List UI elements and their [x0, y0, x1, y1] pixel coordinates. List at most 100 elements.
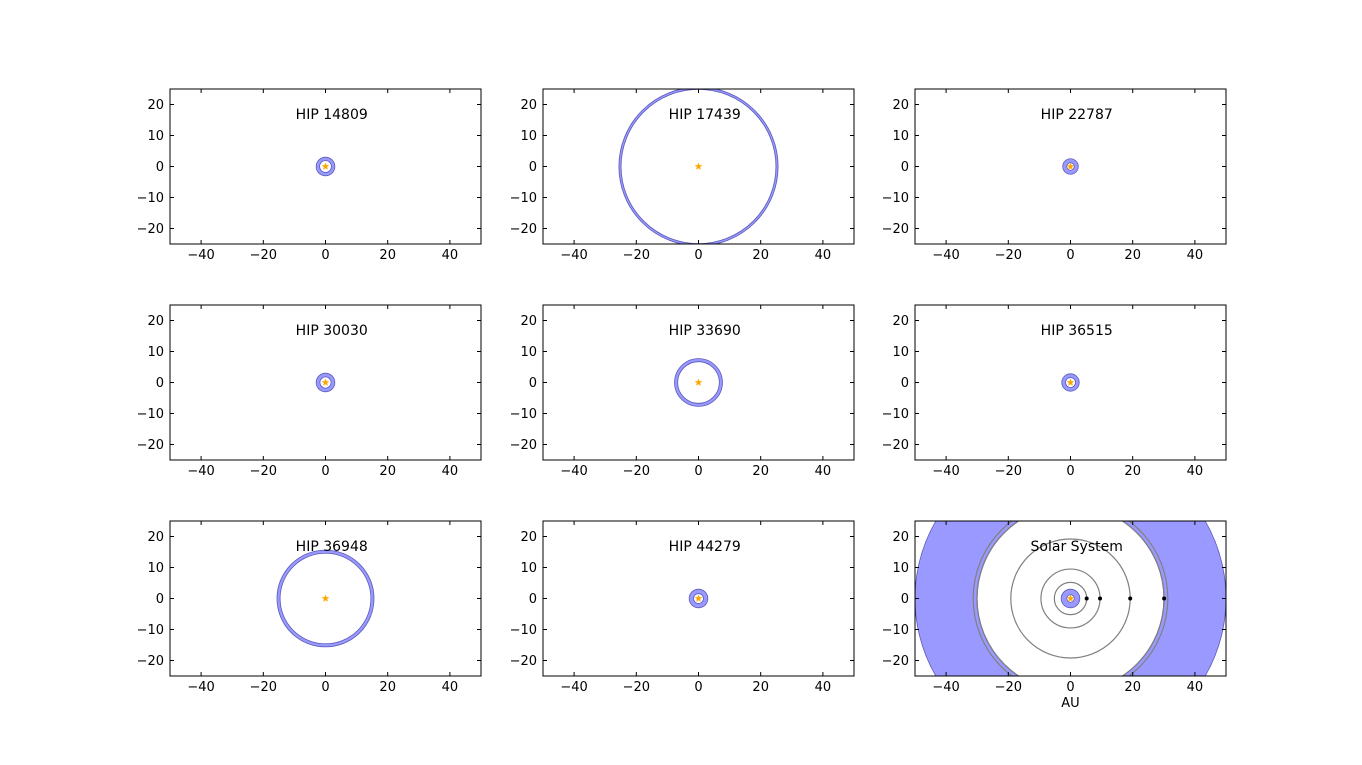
- x-tick-label: −40: [187, 464, 214, 479]
- x-tick-label: 20: [379, 680, 396, 695]
- x-tick-label: −40: [187, 248, 214, 263]
- x-tick-label: 40: [442, 464, 459, 479]
- x-tick-label: 40: [442, 248, 459, 263]
- habitable-zone-ring: [315, 156, 336, 177]
- x-axis-label: AU: [1061, 696, 1079, 711]
- y-tick-label: −10: [510, 623, 537, 638]
- x-tick-label: 40: [815, 680, 832, 695]
- y-tick-label: −20: [137, 438, 164, 453]
- y-tick-label: −20: [510, 222, 537, 237]
- x-tick-label: 20: [752, 680, 769, 695]
- y-tick-label: 0: [901, 160, 909, 175]
- star-marker: [694, 378, 703, 386]
- plot-area: [688, 588, 709, 609]
- x-tick-label: 20: [1124, 464, 1141, 479]
- planet-marker: [1098, 596, 1103, 601]
- plot-area: [674, 358, 723, 407]
- x-tick-label: −20: [623, 464, 650, 479]
- x-tick-label: 40: [1187, 464, 1204, 479]
- y-tick-label: −20: [882, 654, 909, 669]
- y-tick-label: 10: [520, 129, 537, 144]
- x-tick-label: 40: [442, 680, 459, 695]
- x-tick-label: 20: [752, 248, 769, 263]
- y-tick-label: 10: [892, 129, 909, 144]
- star-marker: [694, 162, 703, 170]
- y-tick-label: −20: [510, 438, 537, 453]
- panel-6: −40 −20 0 20 40 20 10 0 −10 −20 HIP 36515: [882, 304, 1227, 479]
- y-tick-label: 0: [156, 592, 164, 607]
- y-tick-label: 20: [147, 314, 164, 329]
- panel-title: HIP 44279: [669, 539, 741, 555]
- panel-title: HIP 36515: [1041, 323, 1113, 339]
- star-marker: [321, 162, 330, 170]
- y-tick-label: 20: [892, 98, 909, 113]
- plot-area: [915, 521, 1226, 676]
- panel-title: Solar System: [1031, 539, 1123, 555]
- x-tick-label: 0: [694, 680, 702, 695]
- star-marker: [321, 594, 330, 602]
- orbit-circle: [972, 521, 1169, 676]
- panel-9: −40 −20 0 20 40 20 10 0 −10 −20 Solar System AU: [882, 520, 1227, 711]
- y-tick-label: 10: [147, 345, 164, 360]
- x-tick-label: 0: [321, 680, 329, 695]
- x-tick-label: 20: [1124, 680, 1141, 695]
- habitable-zone-ring: [1061, 373, 1080, 392]
- y-tick-label: 20: [520, 314, 537, 329]
- y-tick-label: −10: [510, 191, 537, 206]
- x-tick-label: 0: [1066, 680, 1074, 695]
- x-tick-label: 0: [321, 248, 329, 263]
- y-tick-label: 10: [892, 345, 909, 360]
- x-tick-label: 20: [1124, 248, 1141, 263]
- x-tick-label: −40: [560, 680, 587, 695]
- habitable-zone-ring: [688, 588, 709, 609]
- y-tick-label: 0: [901, 376, 909, 391]
- y-tick-label: 20: [147, 530, 164, 545]
- y-tick-label: 0: [529, 160, 537, 175]
- x-tick-label: −20: [995, 680, 1022, 695]
- panel-title: HIP 33690: [669, 323, 741, 339]
- y-tick-label: −10: [882, 623, 909, 638]
- x-tick-label: −20: [623, 680, 650, 695]
- habitable-zone-ring: [618, 89, 779, 244]
- x-tick-label: 0: [694, 248, 702, 263]
- x-tick-label: 20: [379, 464, 396, 479]
- star-marker: [1066, 162, 1075, 170]
- y-tick-label: −20: [882, 438, 909, 453]
- y-tick-label: −10: [137, 191, 164, 206]
- y-tick-label: 20: [147, 98, 164, 113]
- y-tick-label: 20: [520, 98, 537, 113]
- star-marker: [1066, 378, 1075, 386]
- y-tick-label: −10: [137, 623, 164, 638]
- x-tick-label: 0: [321, 464, 329, 479]
- panel-2: −40 −20 0 20 40 20 10 0 −10 −20 HIP 17439: [510, 88, 855, 263]
- plot-area: [276, 549, 375, 648]
- panel-8: −40 −20 0 20 40 20 10 0 −10 −20 HIP 44279: [510, 520, 855, 695]
- panel-3: −40 −20 0 20 40 20 10 0 −10 −20 HIP 22787: [882, 88, 1227, 263]
- y-tick-label: −10: [137, 407, 164, 422]
- y-tick-label: −20: [510, 654, 537, 669]
- y-tick-label: 0: [529, 376, 537, 391]
- plot-area: [315, 156, 336, 177]
- star-marker: [694, 594, 703, 602]
- x-tick-label: −40: [932, 464, 959, 479]
- y-tick-label: 10: [520, 561, 537, 576]
- plot-area: [315, 372, 336, 393]
- y-tick-label: 0: [529, 592, 537, 607]
- y-tick-label: 20: [520, 530, 537, 545]
- y-tick-label: 0: [901, 592, 909, 607]
- panel-title: HIP 22787: [1041, 107, 1113, 123]
- panel-title: HIP 14809: [296, 107, 368, 123]
- x-tick-label: −40: [932, 680, 959, 695]
- star-marker: [1066, 594, 1075, 602]
- x-tick-label: −20: [623, 248, 650, 263]
- x-tick-label: 0: [694, 464, 702, 479]
- planet-marker: [1162, 596, 1167, 601]
- y-tick-label: 10: [147, 129, 164, 144]
- x-tick-label: 40: [1187, 248, 1204, 263]
- x-tick-label: −40: [560, 464, 587, 479]
- plot-area: [1061, 373, 1080, 392]
- x-tick-label: −20: [250, 464, 277, 479]
- x-tick-label: −40: [560, 248, 587, 263]
- plot-area: [618, 89, 779, 244]
